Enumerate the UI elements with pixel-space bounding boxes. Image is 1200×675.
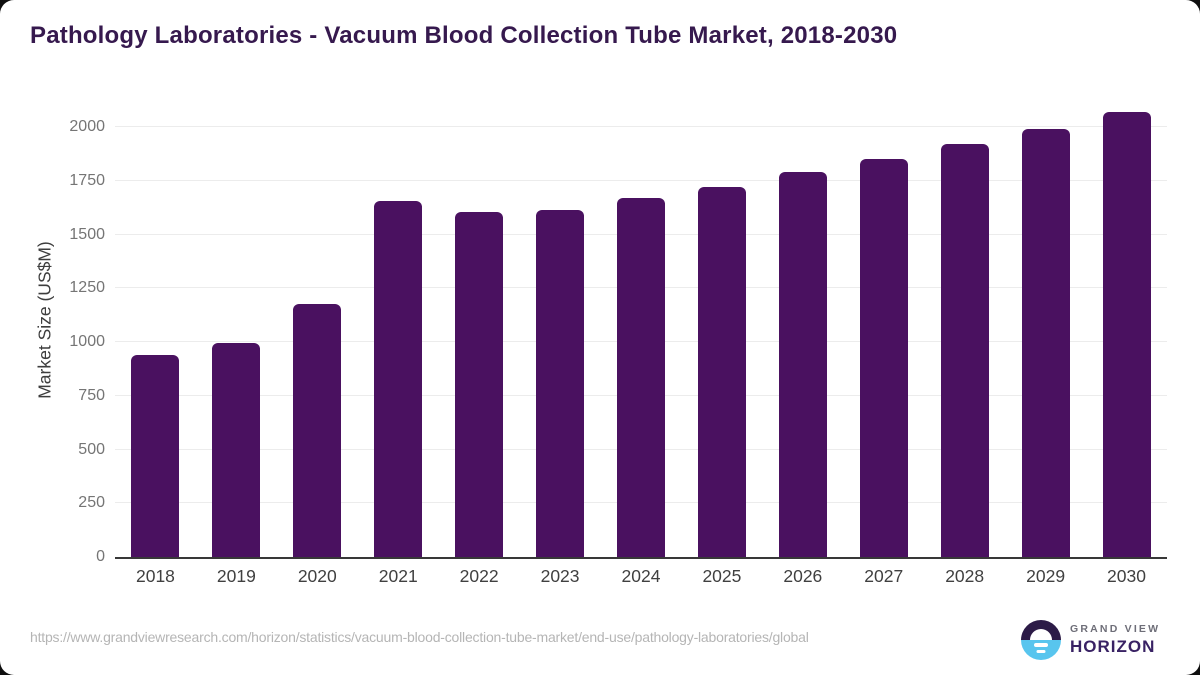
y-tick-label: 1500 xyxy=(69,225,105,243)
x-tick-label: 2023 xyxy=(540,566,580,586)
y-tick-label: 2000 xyxy=(69,118,105,135)
y-tick-label: 1000 xyxy=(69,333,105,350)
y-tick-label: 500 xyxy=(78,440,105,458)
bar-2022 xyxy=(455,211,504,557)
y-tick-label: 1750 xyxy=(69,171,105,189)
x-tick-label: 2030 xyxy=(1107,566,1146,586)
bar-2028 xyxy=(940,143,989,557)
chart-title: Pathology Laboratories - Vacuum Blood Co… xyxy=(30,22,898,49)
bar-2027 xyxy=(859,158,908,557)
bar-2030 xyxy=(1102,111,1151,557)
y-tick-label: 250 xyxy=(78,494,105,512)
x-tick-label: 2028 xyxy=(945,566,985,586)
y-tick-label: 1250 xyxy=(69,279,105,297)
gridline xyxy=(115,179,1167,181)
bar-2021 xyxy=(374,201,423,557)
bar-2020 xyxy=(293,304,342,557)
y-axis-ticks: 0 250 500 750 1000 1250 1500 1750 2000 xyxy=(0,100,105,565)
bars-container xyxy=(115,100,1167,557)
x-tick-label: 2025 xyxy=(702,566,742,586)
bar-2026 xyxy=(778,172,827,557)
logo-reflection-icon xyxy=(1036,650,1046,653)
bar-2025 xyxy=(697,187,746,557)
x-axis-labels: 2018 2019 2020 2021 2022 2023 2024 2025 2026 2027… xyxy=(115,566,1167,587)
x-tick-label: 2021 xyxy=(378,566,418,586)
x-tick-label: 2029 xyxy=(1026,566,1066,586)
brand-name-horizon: HORIZON xyxy=(1070,637,1156,656)
bar-2019 xyxy=(212,343,261,557)
x-tick-label: 2022 xyxy=(459,566,499,586)
x-tick-label: 2026 xyxy=(783,566,823,586)
grand-view-horizon-logo: GRAND VIEW HORIZON xyxy=(1021,620,1160,660)
y-tick-label: 750 xyxy=(78,386,105,404)
logo-sun-icon xyxy=(1030,629,1052,640)
plot-area xyxy=(115,100,1167,559)
bar-2018 xyxy=(131,354,180,557)
brand-text: GRAND VIEW HORIZON xyxy=(1070,623,1160,657)
logo-reflection-icon xyxy=(1034,643,1048,647)
y-tick-label: 0 xyxy=(96,548,105,565)
bar-2023 xyxy=(536,209,585,557)
bar-2024 xyxy=(616,198,665,557)
x-tick-label: 2024 xyxy=(621,566,661,586)
x-tick-label: 2020 xyxy=(297,566,337,586)
x-tick-label: 2018 xyxy=(135,566,175,586)
x-tick-label: 2019 xyxy=(216,566,256,586)
gridline xyxy=(115,126,1167,127)
source-url: https://www.grandviewresearch.com/horizo… xyxy=(30,629,809,645)
x-tick-label: 2027 xyxy=(864,566,904,586)
bar-2029 xyxy=(1021,129,1070,557)
brand-name-grand-view: GRAND VIEW xyxy=(1070,623,1161,635)
horizon-logo-icon xyxy=(1021,620,1061,660)
